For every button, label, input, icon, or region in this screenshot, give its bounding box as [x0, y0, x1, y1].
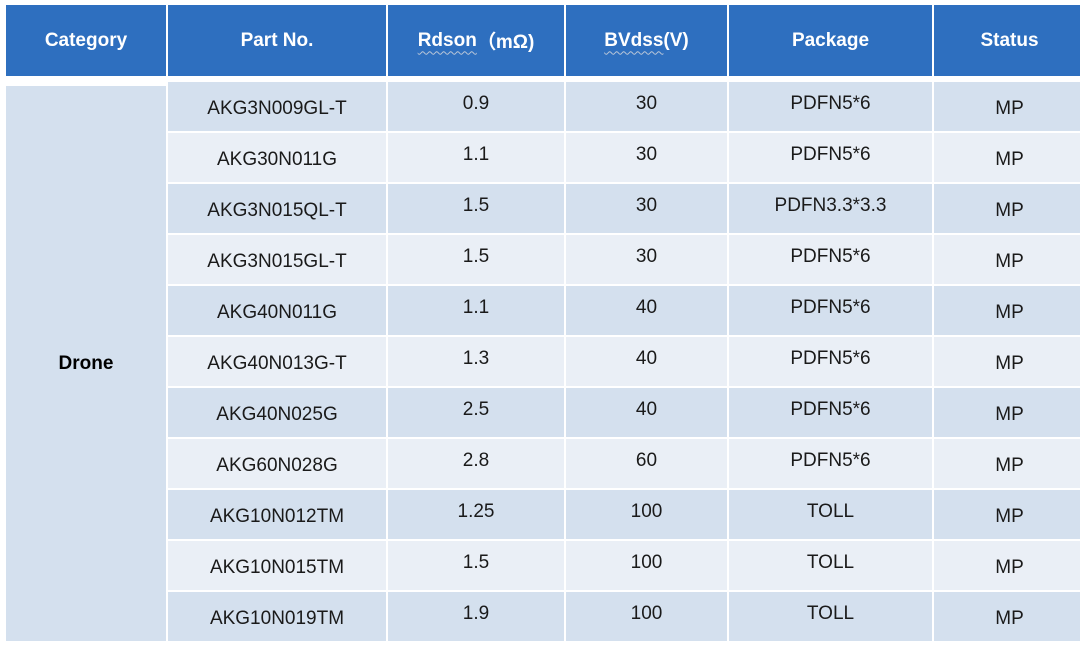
bvdss-cell: 100: [566, 490, 727, 539]
bvdss-cell: 40: [566, 388, 727, 437]
header-bvdss-label: BVdss: [604, 29, 664, 51]
header-part-no-label: Part No.: [240, 29, 314, 51]
rdson-cell: 1.25: [388, 490, 564, 539]
status-cell: MP: [934, 82, 1080, 131]
part-cell: AKG40N013G-T: [168, 337, 386, 386]
header-bvdss: BVdss (V): [566, 5, 727, 76]
status-cell: MP: [934, 592, 1080, 641]
bvdss-cell: 30: [566, 82, 727, 131]
rdson-cell: 2.5: [388, 388, 564, 437]
bvdss-cell: 30: [566, 184, 727, 233]
part-cell: AKG3N015GL-T: [168, 235, 386, 284]
package-cell: PDFN5*6: [729, 439, 932, 488]
bvdss-cell: 100: [566, 592, 727, 641]
package-cell: PDFN5*6: [729, 388, 932, 437]
rdson-cell: 0.9: [388, 82, 564, 131]
package-cell: PDFN5*6: [729, 133, 932, 182]
status-cell: MP: [934, 235, 1080, 284]
part-cell: AKG30N011G: [168, 133, 386, 182]
package-cell: PDFN5*6: [729, 286, 932, 335]
part-cell: AKG3N009GL-T: [168, 82, 386, 131]
package-cell: TOLL: [729, 592, 932, 641]
part-cell: AKG10N012TM: [168, 490, 386, 539]
header-bvdss-unit: (V): [663, 29, 689, 51]
status-cell: MP: [934, 184, 1080, 233]
part-cell: AKG40N011G: [168, 286, 386, 335]
header-category-label: Category: [44, 29, 128, 51]
bvdss-cell: 100: [566, 541, 727, 590]
header-package-label: Package: [791, 29, 870, 51]
status-cell: MP: [934, 337, 1080, 386]
part-cell: AKG3N015QL-T: [168, 184, 386, 233]
header-category: Category: [6, 5, 166, 76]
rdson-cell: 1.5: [388, 184, 564, 233]
package-cell: PDFN5*6: [729, 337, 932, 386]
package-cell: TOLL: [729, 490, 932, 539]
category-cell: Drone: [6, 86, 166, 641]
header-rdson-unit: （mΩ): [476, 32, 535, 53]
part-cell: AKG10N019TM: [168, 592, 386, 641]
header-package: Package: [729, 5, 932, 76]
product-table: Category Part No. Rdson （mΩ) BVdss (V) Pac…: [6, 5, 1080, 645]
header-rdson-label: Rdson: [417, 29, 477, 51]
rdson-cell: 1.5: [388, 235, 564, 284]
package-cell: PDFN3.3*3.3: [729, 184, 932, 233]
bvdss-cell: 60: [566, 439, 727, 488]
status-cell: MP: [934, 490, 1080, 539]
rdson-cell: 1.1: [388, 133, 564, 182]
rdson-cell: 1.9: [388, 592, 564, 641]
bvdss-cell: 40: [566, 286, 727, 335]
header-status: Status: [934, 5, 1080, 76]
header-status-label: Status: [980, 29, 1039, 51]
header-part-no: Part No.: [168, 5, 386, 76]
status-cell: MP: [934, 286, 1080, 335]
rdson-cell: 1.3: [388, 337, 564, 386]
rdson-cell: 2.8: [388, 439, 564, 488]
bvdss-cell: 40: [566, 337, 727, 386]
part-cell: AKG40N025G: [168, 388, 386, 437]
bvdss-cell: 30: [566, 133, 727, 182]
status-cell: MP: [934, 388, 1080, 437]
package-cell: TOLL: [729, 541, 932, 590]
category-label: Drone: [58, 352, 114, 374]
status-cell: MP: [934, 439, 1080, 488]
status-cell: MP: [934, 541, 1080, 590]
status-cell: MP: [934, 133, 1080, 182]
part-cell: AKG10N015TM: [168, 541, 386, 590]
header-rdson: Rdson （mΩ): [388, 5, 564, 76]
part-cell: AKG60N028G: [168, 439, 386, 488]
bvdss-cell: 30: [566, 235, 727, 284]
rdson-cell: 1.1: [388, 286, 564, 335]
package-cell: PDFN5*6: [729, 235, 932, 284]
package-cell: PDFN5*6: [729, 82, 932, 131]
rdson-cell: 1.5: [388, 541, 564, 590]
